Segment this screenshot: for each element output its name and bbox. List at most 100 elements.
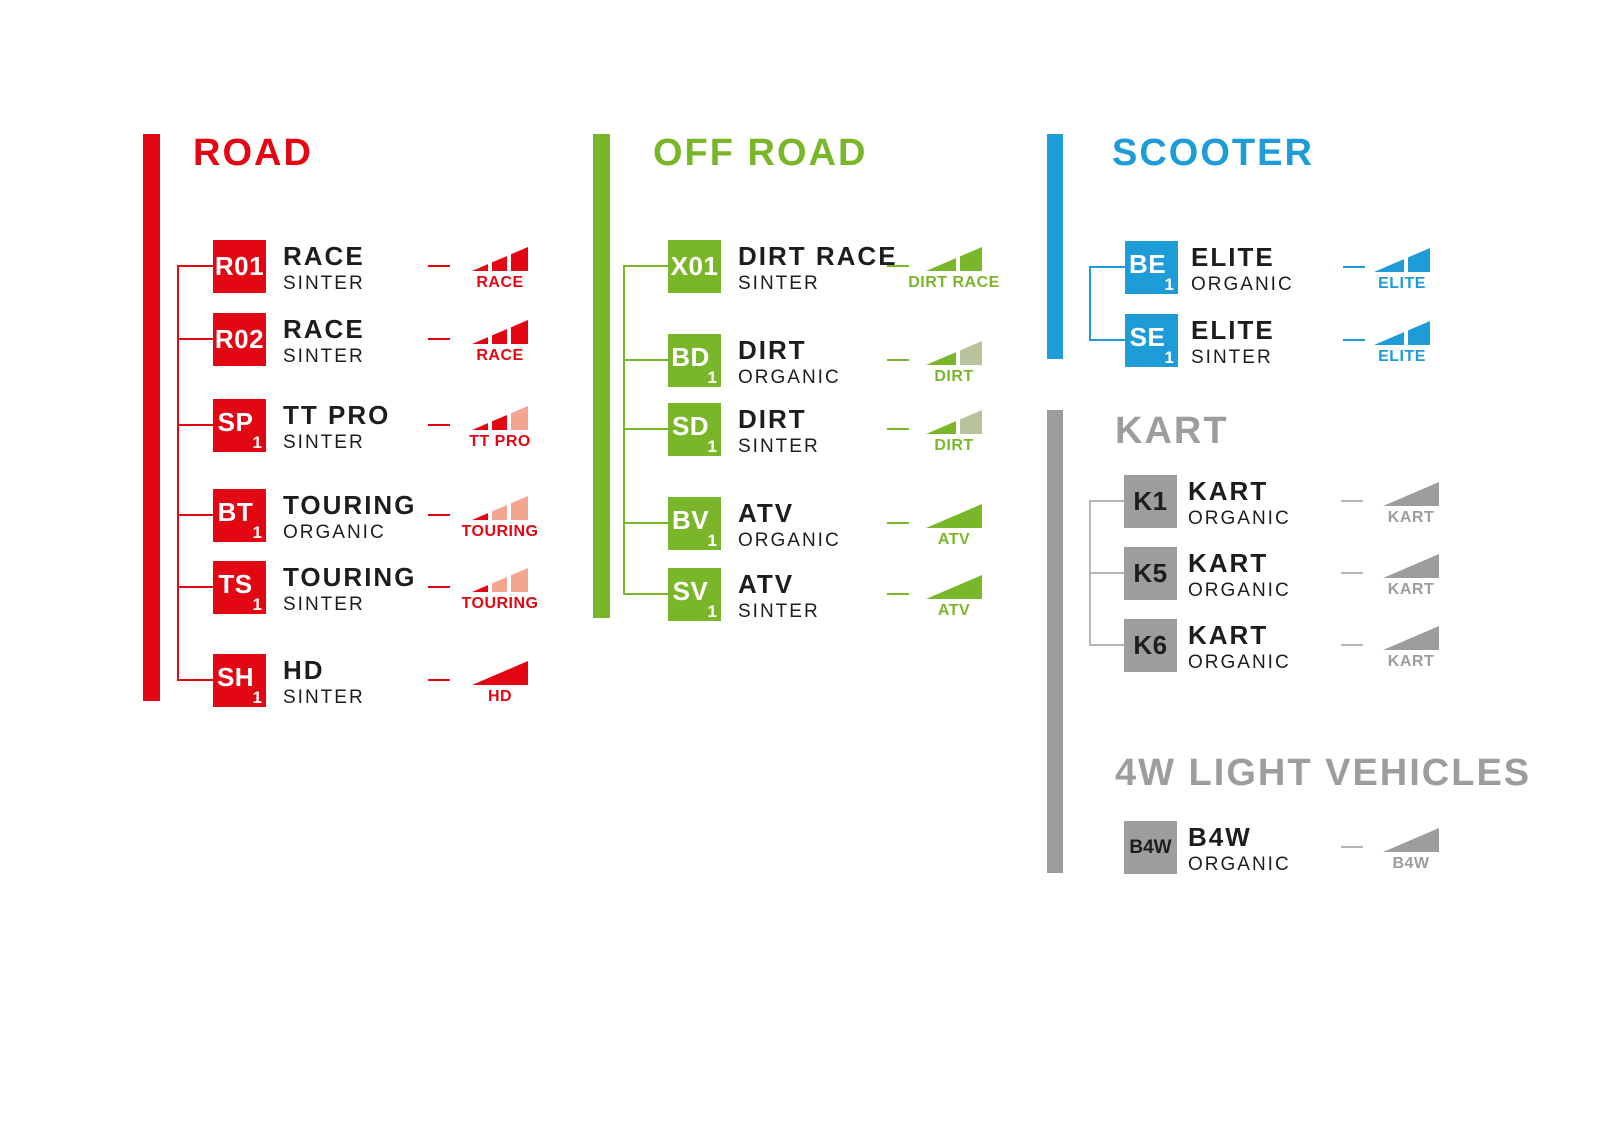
dash-line [428,338,450,340]
product-badge: BV 1 [668,497,721,550]
scooter-category-bar [1047,134,1063,359]
road-connector-stub [177,338,214,340]
product-badge: BE 1 [1125,241,1178,294]
dash-line [887,522,909,524]
off-road-connector-vertical [623,265,625,595]
performance-ramp-icon [1374,321,1430,345]
icon-segment [472,423,488,430]
icon-label: B4W [1392,855,1430,872]
product-name: KART [1188,620,1269,650]
compound-type: SINTER [738,273,820,294]
compound-type: ORGANIC [283,522,386,543]
icon-segment [926,421,956,434]
dash-line [428,679,450,681]
icon-label: ELITE [1378,348,1426,365]
section-title-scooter: SCOOTER [1112,132,1314,174]
product-row-k1: K1 KART ORGANIC KART [1124,475,1464,529]
product-name: ELITE [1191,315,1275,345]
product-badge: X01 [668,240,721,293]
performance-ramp-icon [1383,828,1439,852]
dash-line [1341,846,1363,848]
badge-code: X01 [670,251,719,281]
icon-segment [511,320,528,344]
icon-label: KART [1387,509,1435,526]
icon-segment [926,504,982,528]
compound-type: ORGANIC [1188,508,1291,529]
section-title-kart: KART [1115,410,1229,452]
icon-segment [1383,482,1439,506]
icon-segment [960,247,982,271]
product-badge: SD 1 [668,403,721,456]
section-title-off-road: OFF ROAD [653,132,868,174]
performance-ramp-icon [472,406,528,430]
badge-code: K6 [1133,630,1168,660]
performance-ramp-icon [1383,554,1439,578]
dash-line [1343,339,1365,341]
product-name: ELITE [1191,242,1275,272]
badge-subscript: 1 [1164,348,1174,367]
icon-segment [492,329,507,344]
product-row-ts1: TS 1 TOURING SINTER TOURING [213,561,553,615]
road-connector-stub [177,265,214,267]
badge-subscript: 1 [707,437,717,456]
off-road-connector-stub [623,265,669,267]
badge-code: K5 [1133,558,1168,588]
kart-category-bar [1047,410,1063,873]
compound-type: SINTER [283,273,365,294]
dash-line [887,265,909,267]
badge-subscript: 1 [252,595,262,614]
compound-type: ORGANIC [1188,580,1291,601]
icon-segment [472,513,488,520]
icon-segment [472,337,488,344]
product-badge: SH 1 [213,654,266,707]
icon-label: HD [487,688,513,705]
icon-segment [1383,554,1439,578]
product-row-se1: SE 1 ELITE SINTER ELITE [1125,314,1465,368]
off-road-connector-stub [623,593,669,595]
product-row-bt1: BT 1 TOURING ORGANIC TOURING [213,489,553,543]
icon-segment [1374,332,1404,345]
dash-line [1341,572,1363,574]
icon-label: ATV [937,531,971,548]
badge-subscript: 1 [1164,275,1174,294]
performance-ramp-icon [1374,248,1430,272]
dash-line [1341,500,1363,502]
product-row-b4w: B4W B4W ORGANIC B4W [1124,821,1464,875]
badge-code: B4W [1129,836,1172,858]
section-title-road: ROAD [193,132,313,174]
dash-line [887,428,909,430]
road-connector-stub [177,586,214,588]
performance-ramp-icon [1383,482,1439,506]
performance-ramp-icon [1383,626,1439,650]
badge-code: BT [217,497,254,527]
road-connector-vertical [177,265,179,681]
dash-line [887,359,909,361]
icon-segment [1408,248,1430,272]
performance-ramp-icon [926,504,982,528]
icon-label: TT PRO [469,433,531,450]
product-row-be1: BE 1 ELITE ORGANIC ELITE [1125,241,1465,295]
performance-ramp-icon [472,247,528,271]
product-name: ATV [738,569,795,599]
product-row-r01: R01 RACE SINTER RACE [213,240,553,294]
product-row-bv1: BV 1 ATV ORGANIC ATV [668,497,1008,551]
product-badge: TS 1 [213,561,266,614]
badge-code: SP [217,407,254,437]
product-row-sd1: SD 1 DIRT SINTER DIRT [668,403,1008,457]
badge-code: SH [216,662,255,692]
product-name: RACE [283,241,365,271]
dash-line [1343,266,1365,268]
compound-type: ORGANIC [738,530,841,551]
icon-segment [1383,828,1439,852]
compound-type: ORGANIC [1191,274,1294,295]
off-road-connector-stub [623,359,669,361]
badge-code: BE [1128,249,1167,279]
product-badge: K5 [1124,547,1177,600]
badge-code: SD [671,411,710,441]
road-connector-stub [177,679,214,681]
dash-line [1341,644,1363,646]
compound-type: SINTER [1191,347,1273,368]
icon-segment [472,585,488,592]
product-badge: BT 1 [213,489,266,542]
product-name: DIRT RACE [738,241,898,271]
